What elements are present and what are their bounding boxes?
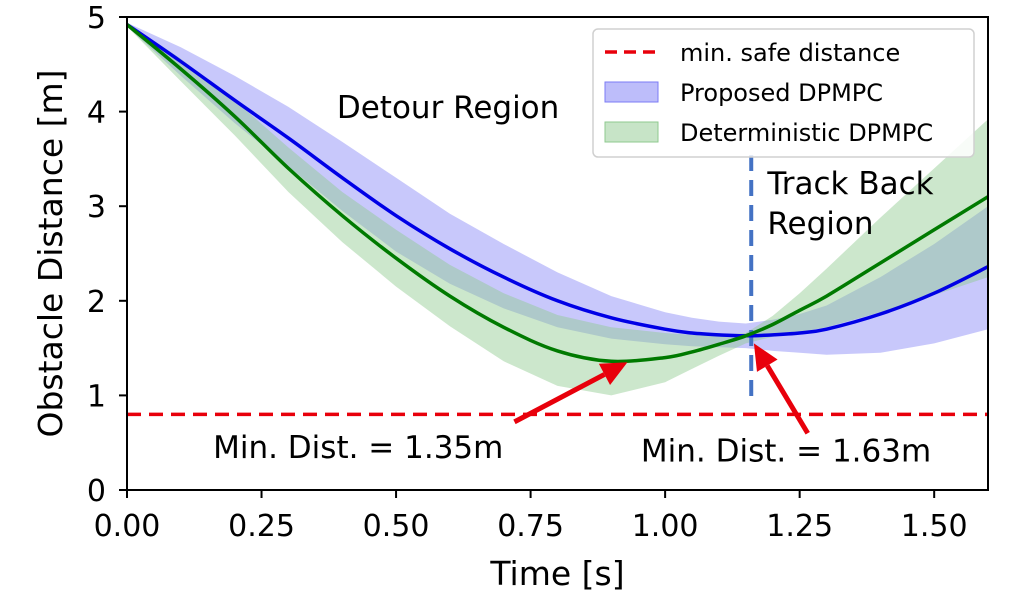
region-label-2: Region <box>767 206 873 242</box>
y-tick-label: 4 <box>87 96 106 131</box>
annotation-arrows <box>513 343 810 435</box>
x-tick-label: 0.75 <box>497 509 564 544</box>
region-label-1: Detour Region <box>337 90 559 126</box>
band-proposed-dpmpc <box>127 22 988 355</box>
x-tick-label: 0.50 <box>363 509 430 544</box>
min-distance-label-1: Min. Dist. = 1.35m <box>213 430 503 466</box>
axes <box>119 16 989 498</box>
plot-frame <box>126 16 989 491</box>
x-tick-label: 0.25 <box>228 509 295 544</box>
chart-texts: 0.00 0.25 0.50 0.75 1.00 1.25 1.50 0 1 2 3 4 5 Time [… <box>31 1 968 593</box>
y-tick-label: 2 <box>87 285 106 320</box>
line-deterministic-dpmpc <box>127 23 988 364</box>
min-distance-label-2: Min. Dist. = 1.63m <box>641 434 931 470</box>
y-tick-label: 5 <box>87 1 106 36</box>
legend-entry-3: Deterministic DPMPC <box>680 119 933 147</box>
y-axis-label: Obstacle Distance [m] <box>31 69 70 437</box>
line-proposed-dpmpc <box>127 23 988 338</box>
band-deterministic-dpmpc <box>127 22 988 396</box>
annotation-arrow-head-2 <box>753 343 778 372</box>
annotation-arrow-shaft-1 <box>513 372 606 425</box>
annotation-arrow-head-1 <box>598 362 628 386</box>
legend-swatch-band-2 <box>604 81 659 103</box>
y-tick-label: 0 <box>87 474 106 509</box>
x-axis-label: Time [s] <box>489 554 624 593</box>
region-label-2: Track Back <box>766 166 933 202</box>
y-tick-label: 3 <box>87 190 106 225</box>
legend-entry-2: Proposed DPMPC <box>680 79 883 107</box>
legend-swatch-band-3 <box>604 121 659 143</box>
y-tick-label: 1 <box>87 379 106 414</box>
x-tick-label: 0.00 <box>94 509 161 544</box>
series-lines <box>127 23 988 364</box>
x-tick-label: 1.50 <box>901 509 968 544</box>
uncertainty-bands <box>127 22 988 396</box>
annotation-arrow-shaft-2 <box>765 364 810 435</box>
legend-entry-1: min. safe distance <box>680 39 900 67</box>
x-tick-label: 1.00 <box>632 509 699 544</box>
legend: min. safe distance Proposed DPMPC Determin… <box>592 28 975 158</box>
legend-box <box>592 28 975 158</box>
x-tick-label: 1.25 <box>766 509 833 544</box>
